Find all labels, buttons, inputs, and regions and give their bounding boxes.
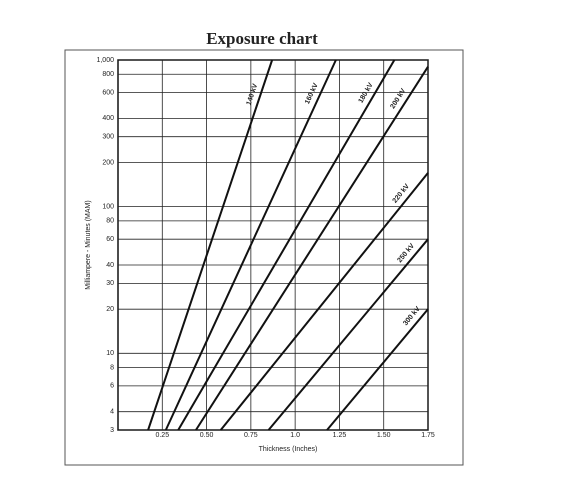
y-tick-label: 400 (102, 115, 114, 122)
y-tick-label: 8 (110, 364, 114, 371)
y-tick-label: 30 (106, 280, 114, 287)
y-tick-label: 600 (102, 89, 114, 96)
x-tick-label: 0.25 (155, 432, 169, 439)
y-axis-label: Milliampere - Minutes (MAM) (85, 200, 92, 289)
series-label: 200 kV (389, 87, 407, 110)
y-tick-label: 800 (102, 71, 114, 78)
series-line (219, 172, 429, 431)
series-line (177, 59, 396, 431)
frame (64, 49, 464, 466)
series-line (326, 308, 429, 431)
series-line (267, 238, 429, 431)
y-tick-label: 80 (106, 218, 114, 225)
y-tick-label: 4 (110, 409, 114, 416)
x-tick-label: 1.50 (377, 432, 391, 439)
series-line (195, 66, 429, 431)
x-tick-label: 1.0 (290, 432, 300, 439)
y-tick-label: 100 (102, 204, 114, 211)
chart-title: Exposure chart (206, 29, 318, 48)
y-tick-label: 20 (106, 306, 114, 313)
series-label: 300 kV (402, 305, 422, 327)
y-tick-label: 10 (106, 350, 114, 357)
series-line (164, 59, 337, 431)
y-tick-label: 3 (110, 427, 114, 434)
series-line (147, 59, 274, 431)
x-axis-label: Thickness (Inches) (259, 446, 318, 453)
y-tick-label: 300 (102, 134, 114, 141)
x-tick-label: 0.75 (244, 432, 258, 439)
y-tick-label: 40 (106, 262, 114, 269)
plot-border (117, 59, 429, 431)
series-label: 220 kV (392, 183, 412, 205)
series-label: 180 kV (358, 82, 375, 105)
series-label: 250 kV (396, 242, 416, 264)
x-tick-label: 0.50 (200, 432, 214, 439)
y-tick-label: 1,000 (96, 57, 114, 64)
x-tick-label: 1.75 (421, 432, 435, 439)
x-tick-label: 1.25 (333, 432, 347, 439)
y-tick-label: 6 (110, 383, 114, 390)
y-tick-label: 60 (106, 236, 114, 243)
y-tick-label: 200 (102, 159, 114, 166)
